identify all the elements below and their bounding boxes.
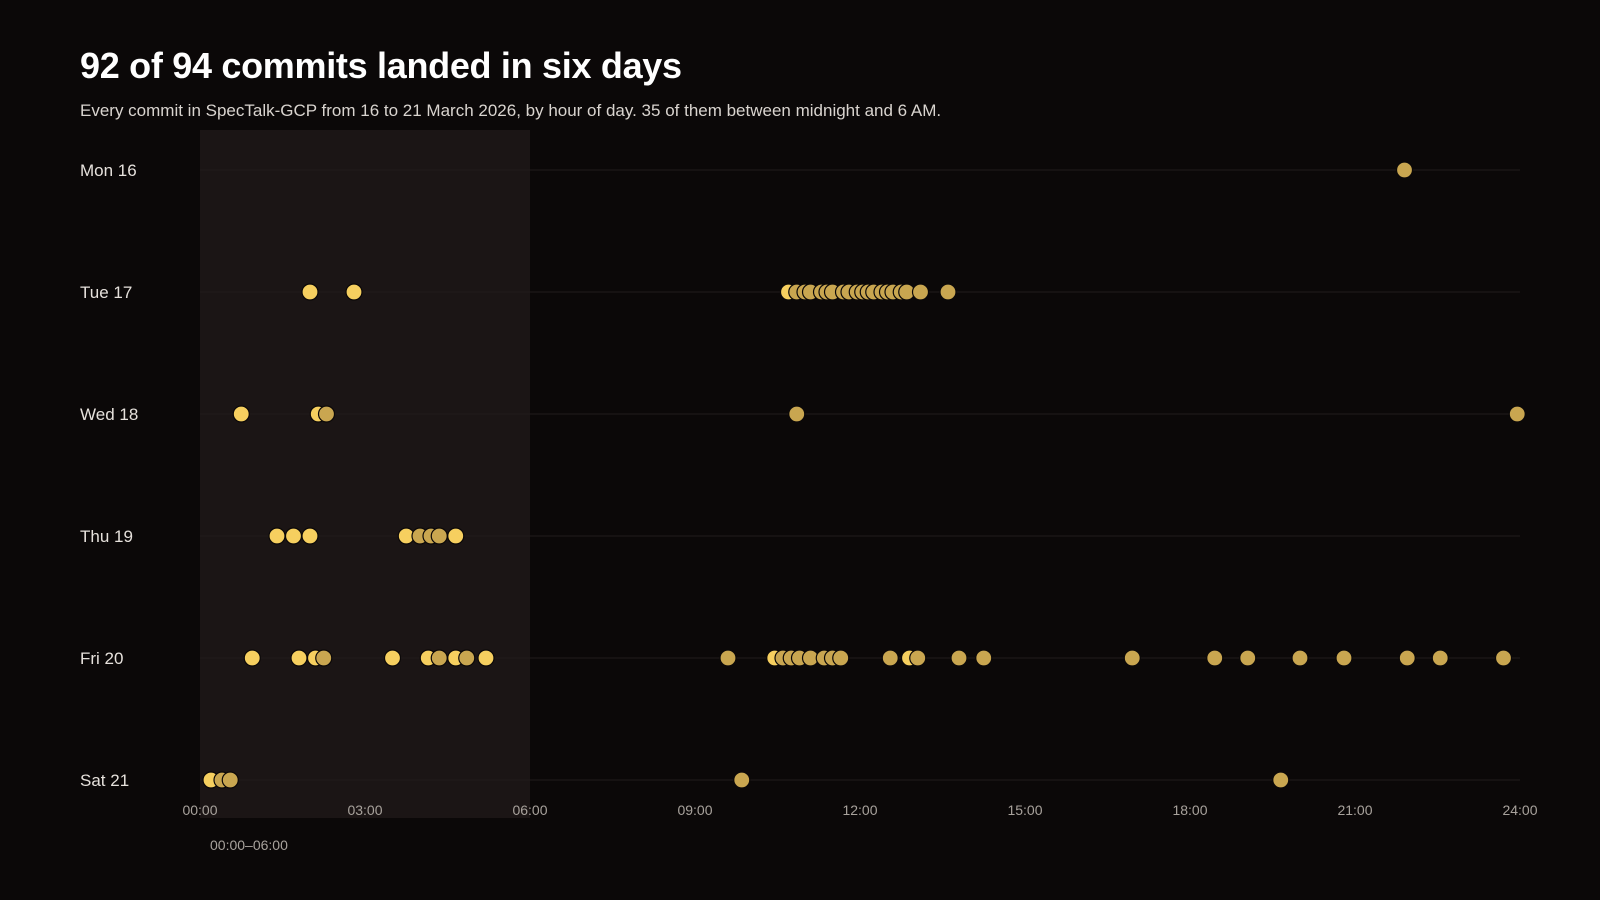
commit-dot bbox=[1272, 771, 1290, 789]
night-band bbox=[200, 130, 530, 818]
commit-dot bbox=[1123, 649, 1141, 667]
row-label: Tue 17 bbox=[80, 283, 132, 302]
commit-dot bbox=[232, 405, 250, 423]
x-tick-label: 12:00 bbox=[842, 802, 877, 818]
x-tick-label: 18:00 bbox=[1172, 802, 1207, 818]
commit-dot bbox=[383, 649, 402, 667]
commit-dot bbox=[221, 771, 239, 789]
commit-dot bbox=[733, 771, 751, 789]
x-tick-label: 24:00 bbox=[1502, 802, 1537, 818]
commit-dot bbox=[975, 649, 993, 667]
x-tick-label: 06:00 bbox=[512, 802, 547, 818]
x-tick-label: 21:00 bbox=[1337, 802, 1372, 818]
commit-dot bbox=[881, 649, 899, 667]
row-label: Mon 16 bbox=[80, 161, 137, 180]
row-label: Fri 20 bbox=[80, 649, 123, 668]
commit-dot bbox=[1239, 649, 1257, 667]
x-tick-label: 09:00 bbox=[677, 802, 712, 818]
commit-dot bbox=[430, 649, 448, 667]
commit-dot bbox=[909, 649, 927, 667]
night-band-label: 00:00–06:00 bbox=[210, 837, 288, 853]
chart-subtitle: Every commit in SpecTalk-GCP from 16 to … bbox=[80, 101, 942, 120]
x-tick-label: 15:00 bbox=[1007, 802, 1042, 818]
commit-dot bbox=[1206, 649, 1224, 667]
commit-dot bbox=[788, 405, 806, 423]
commit-dot bbox=[950, 649, 968, 667]
commit-dot bbox=[284, 527, 303, 545]
commit-dot bbox=[345, 283, 363, 301]
commit-dot bbox=[1431, 649, 1449, 667]
commit-dot bbox=[317, 405, 336, 423]
commit-dot bbox=[447, 527, 465, 545]
commit-dot bbox=[1395, 161, 1414, 179]
x-tick-label: 03:00 bbox=[347, 802, 382, 818]
commit-dot bbox=[1335, 649, 1353, 667]
commit-dot bbox=[1398, 649, 1416, 667]
commit-dot bbox=[301, 527, 319, 545]
row-label: Thu 19 bbox=[80, 527, 133, 546]
chart-title: 92 of 94 commits landed in six days bbox=[80, 45, 682, 86]
commit-dot bbox=[243, 649, 261, 667]
commit-dot bbox=[1494, 649, 1513, 667]
commit-dot bbox=[719, 649, 737, 667]
commit-dot bbox=[315, 649, 333, 667]
commit-dot bbox=[290, 649, 308, 667]
row-label: Sat 21 bbox=[80, 771, 129, 790]
commit-dot bbox=[1508, 405, 1526, 423]
commit-dot bbox=[911, 283, 930, 301]
commit-dot bbox=[939, 283, 957, 301]
commit-dot bbox=[477, 649, 495, 667]
commit-dot bbox=[301, 283, 319, 301]
commit-dot bbox=[458, 649, 476, 667]
commit-dot bbox=[1291, 649, 1309, 667]
commit-dot bbox=[268, 527, 286, 545]
commit-dot bbox=[430, 527, 448, 545]
x-tick-label: 00:00 bbox=[182, 802, 217, 818]
row-label: Wed 18 bbox=[80, 405, 138, 424]
commit-dot bbox=[832, 649, 850, 667]
